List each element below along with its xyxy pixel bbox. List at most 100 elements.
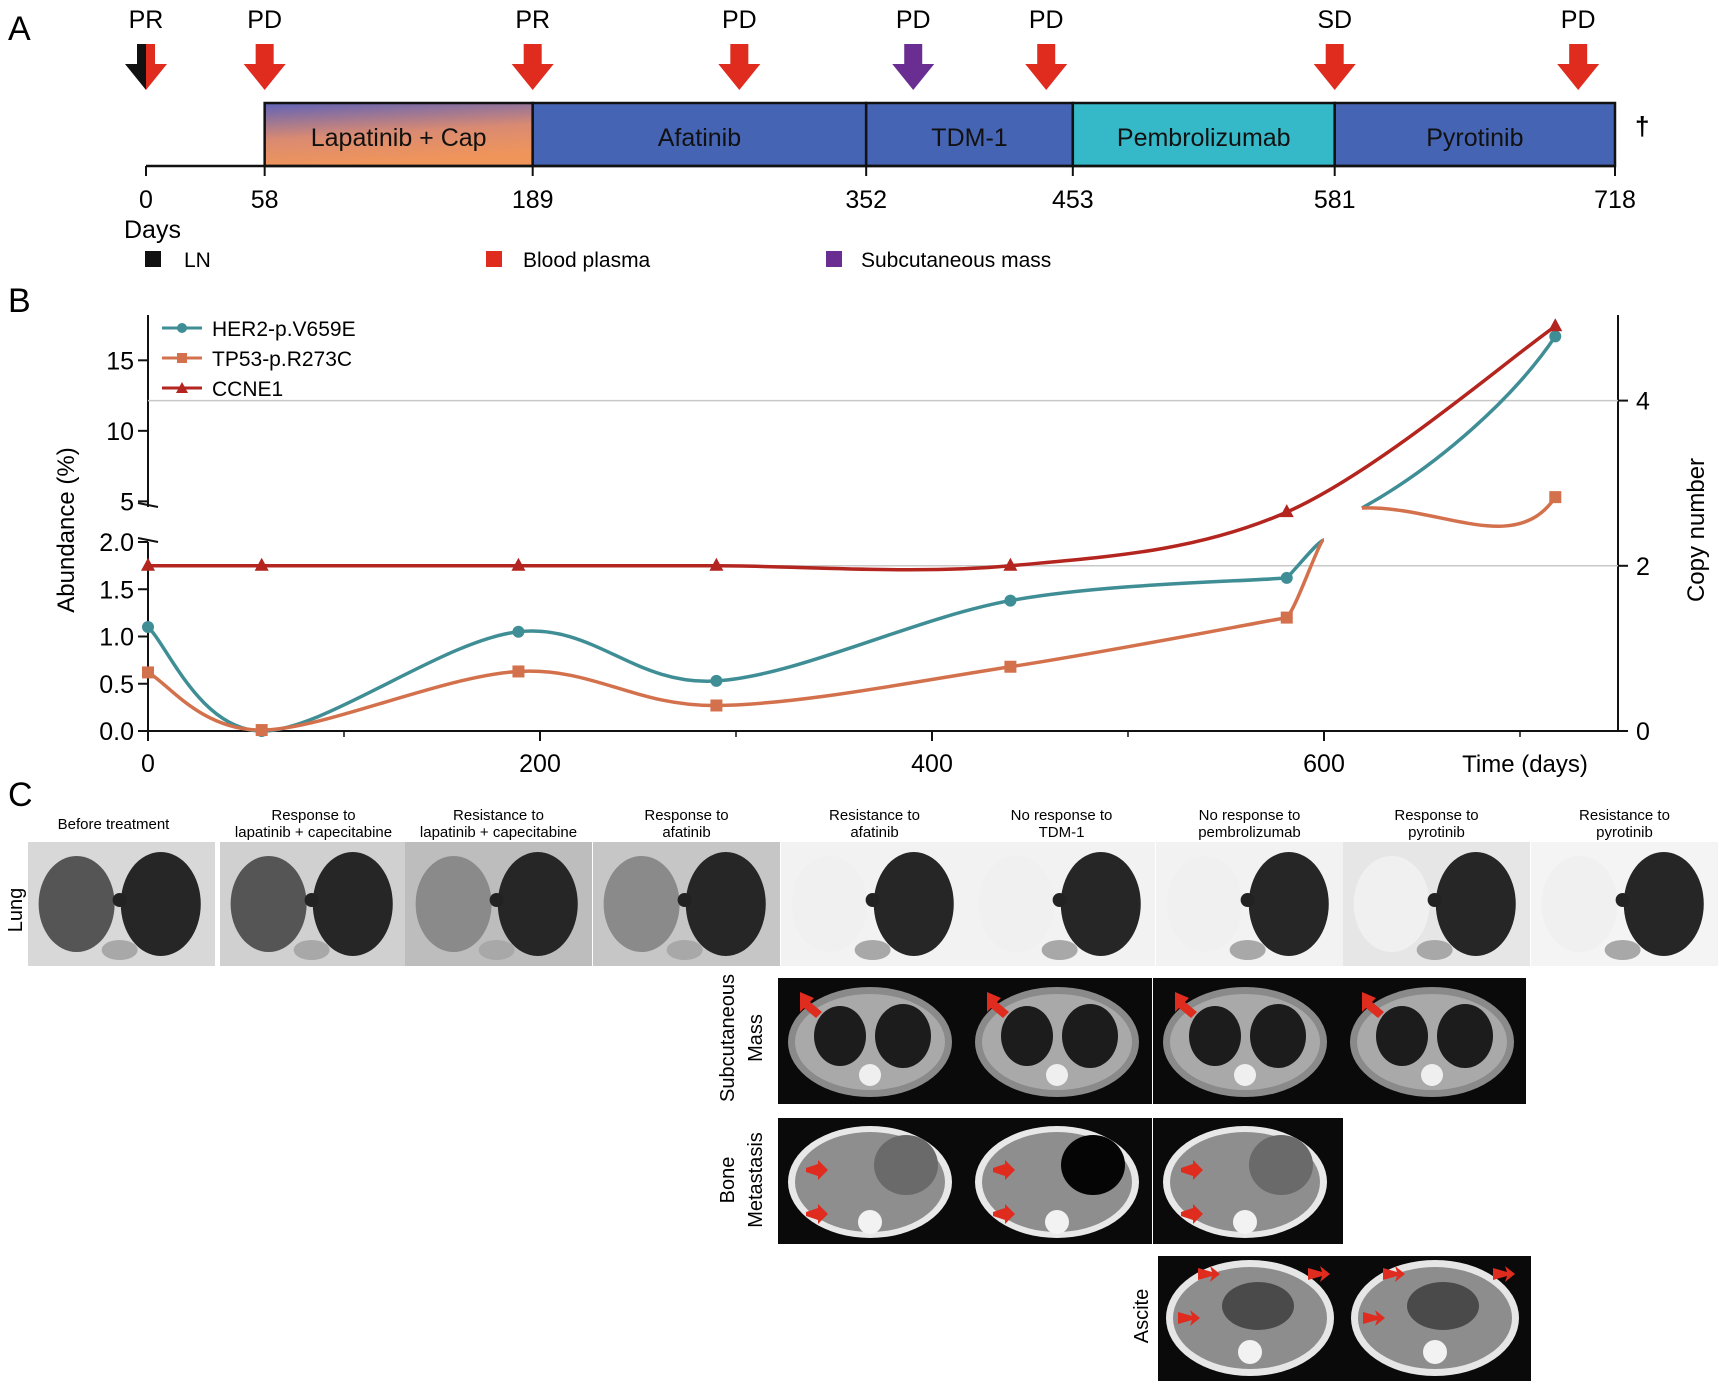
response-label-3: PD — [722, 6, 757, 34]
red-arrow-icon — [806, 1160, 828, 1180]
red-arrow-icon — [1178, 1310, 1200, 1326]
x-tick-label-1: 200 — [519, 750, 561, 778]
death-marker: † — [1635, 111, 1649, 141]
timeline-axis: 0 58 189 352 453 581 718 — [139, 164, 1636, 214]
column-header-1-line-0: Response to — [271, 807, 355, 824]
panel-b-label: B — [8, 282, 31, 320]
red-arrow-icon — [1175, 992, 1197, 1018]
point-tp53-1 — [255, 724, 268, 737]
arrow-plasma-2 — [511, 44, 554, 90]
x-tick-label-0: 0 — [141, 750, 155, 778]
legend-her2: HER2-p.V659E — [212, 318, 356, 341]
treatment-bar-0 — [263, 101, 534, 168]
y-tick-label-lower-1: 0.5 — [99, 671, 134, 699]
row-label-metastasis: Metastasis — [745, 1132, 767, 1228]
column-header-6-line-0: No response to — [1199, 807, 1301, 824]
point-ccne1-1 — [254, 557, 269, 571]
y-tick-label-right-1: 2 — [1636, 553, 1650, 581]
lung-ct-image-1 — [220, 842, 407, 966]
point-ccne1-5 — [1279, 504, 1294, 518]
timeline-tick-label-1: 58 — [251, 186, 279, 214]
column-header-8-line-1: pyrotinib — [1596, 824, 1653, 841]
response-label-7: PD — [1561, 6, 1596, 34]
ascite-ct-image-0 — [1158, 1256, 1343, 1381]
column-header-7-line-0: Response to — [1394, 807, 1478, 824]
point-ccne1-0 — [141, 557, 155, 571]
treatment-label-0: Lapatinib + Cap — [311, 124, 487, 152]
column-header-7-line-1: pyrotinib — [1408, 824, 1465, 841]
response-label-4: PD — [896, 6, 931, 34]
legend-blood-plasma: Blood plasma — [523, 249, 651, 272]
treatment-bar-1 — [531, 101, 868, 168]
arrow-subcutaneous-4 — [892, 44, 935, 90]
y-tick-label-lower-2: 1.0 — [99, 624, 134, 652]
timeline-tick-label-2: 189 — [512, 186, 554, 214]
subcutaneous-ct-row — [778, 978, 1526, 1104]
row-label-bone: Bone — [717, 1157, 739, 1204]
bone-ct-image-0 — [778, 1118, 965, 1244]
treatment-label-3: Pembrolizumab — [1117, 124, 1291, 152]
bone-ct-image-1 — [965, 1118, 1152, 1244]
column-header-2-line-0: Resistance to — [453, 807, 544, 824]
subcutaneous-ct-image-2 — [1153, 978, 1340, 1104]
legend-swatch-subcutaneous — [826, 251, 842, 267]
column-header-3-line-1: afatinib — [662, 824, 710, 841]
column-header-5-line-0: No response to — [1011, 807, 1113, 824]
chart-legend: HER2-p.V659E TP53-p.R273C CCNE1 — [162, 318, 356, 401]
legend-marker-ccne1 — [176, 382, 188, 393]
point-tp53-6 — [1549, 491, 1562, 504]
panel-c-label: C — [8, 776, 33, 814]
red-arrow-icon — [987, 992, 1009, 1018]
column-header-8-line-0: Resistance to — [1579, 807, 1670, 824]
y-tick-label-upper-0: 5 — [120, 488, 134, 516]
lung-ct-row — [28, 842, 1718, 966]
subcutaneous-ct-image-1 — [965, 978, 1152, 1104]
response-label-6: SD — [1317, 6, 1352, 34]
red-arrow-icon — [800, 992, 822, 1018]
point-her2-3 — [710, 674, 723, 687]
chart-series — [141, 318, 1563, 737]
point-tp53-0 — [142, 666, 154, 679]
red-arrow-icon — [1181, 1160, 1203, 1180]
red-arrow-icon — [1383, 1266, 1405, 1282]
response-label-1: PD — [247, 6, 282, 34]
chart-axes: 0 200 400 600 0.0 0.5 1.0 1.5 2.0 5 10 15 0 2 4 — [99, 347, 1650, 778]
red-arrow-icon — [1308, 1266, 1330, 1282]
point-her2-4 — [1004, 594, 1017, 607]
point-ccne1-4 — [1003, 557, 1018, 571]
bone-ct-image-2 — [1153, 1118, 1343, 1244]
y-tick-label-lower-4: 2.0 — [99, 529, 134, 557]
series-line-upper-1 — [1361, 496, 1557, 528]
point-her2-0 — [142, 621, 154, 634]
chart-frame — [137, 315, 1619, 732]
legend-ln: LN — [184, 249, 211, 272]
y-axis-title-right: Copy number — [1683, 458, 1710, 602]
lung-ct-image-7 — [1343, 842, 1530, 966]
treatment-label-2: TDM-1 — [931, 124, 1007, 152]
y-tick-label-upper-1: 10 — [106, 418, 134, 446]
series-line-2 — [148, 324, 1557, 572]
treatment-bars: Lapatinib + Cap Afatinib TDM-1 Pembrolizuma… — [263, 101, 1617, 168]
lung-ct-image-6 — [1156, 842, 1343, 966]
column-header-2-line-1: lapatinib + capecitabine — [420, 824, 577, 841]
treatment-label-4: Pyrotinib — [1426, 124, 1523, 152]
red-arrow-icon — [1198, 1266, 1220, 1282]
column-header-0-line-0: Before treatment — [58, 816, 171, 833]
column-header-5-line-1: TDM-1 — [1039, 824, 1085, 841]
sample-legend: LN Blood plasma Subcutaneous mass — [145, 249, 1051, 272]
red-arrow-icon — [993, 1160, 1015, 1180]
point-her2-6 — [1549, 330, 1562, 343]
y-tick-label-right-2: 4 — [1636, 388, 1650, 416]
lung-ct-image-8 — [1531, 842, 1718, 966]
series-0 — [142, 330, 1562, 737]
legend-subcutaneous-mass: Subcutaneous mass — [861, 249, 1051, 272]
arrow-plasma-0 — [146, 44, 167, 90]
subcutaneous-ct-image-0 — [778, 978, 965, 1104]
lung-ct-image-2 — [405, 842, 592, 966]
response-label-0: PR — [129, 6, 164, 34]
row-label-subcutaneous: Subcutaneous — [717, 974, 739, 1102]
column-header-4-line-1: afatinib — [850, 824, 898, 841]
treatment-label-1: Afatinib — [658, 124, 741, 152]
response-label-5: PD — [1029, 6, 1064, 34]
